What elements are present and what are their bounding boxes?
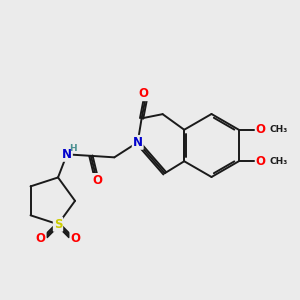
Text: O: O [36, 232, 46, 245]
Text: O: O [92, 174, 102, 187]
Text: O: O [70, 232, 80, 245]
Text: CH₃: CH₃ [270, 157, 288, 166]
Text: O: O [256, 123, 266, 136]
Text: O: O [139, 87, 149, 100]
Text: S: S [54, 218, 62, 231]
Text: N: N [133, 136, 143, 149]
Text: O: O [256, 155, 266, 168]
Text: N: N [62, 148, 72, 161]
Text: CH₃: CH₃ [270, 125, 288, 134]
Text: H: H [69, 143, 77, 152]
